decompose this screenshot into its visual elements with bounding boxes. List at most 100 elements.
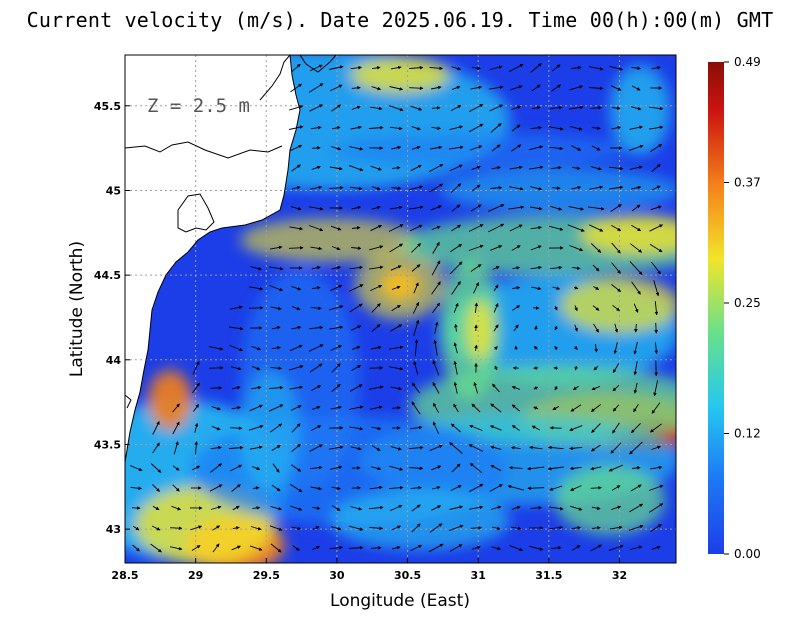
coastline [125, 55, 337, 463]
velocity-arrow [574, 365, 579, 371]
velocity-arrow [653, 380, 659, 397]
velocity-arrow [490, 185, 503, 190]
velocity-arrow [469, 462, 483, 474]
velocity-arrow [291, 526, 302, 531]
velocity-arrow [371, 426, 382, 431]
x-axis-label: Longitude (East) [330, 591, 470, 611]
velocity-arrow [590, 243, 602, 253]
velocity-arrow [291, 423, 301, 433]
velocity-arrow [589, 66, 604, 71]
velocity-arrow [351, 246, 362, 250]
velocity-arrow [530, 506, 543, 510]
velocity-arrow [269, 266, 284, 271]
x-tick-label: 30 [329, 569, 345, 582]
velocity-arrow [611, 225, 622, 231]
velocity-arrow [350, 186, 363, 191]
velocity-arrow [570, 404, 582, 412]
velocity-arrow [591, 126, 601, 130]
land-mass [125, 55, 300, 462]
velocity-arrow [251, 385, 262, 390]
velocity-arrow [331, 486, 341, 491]
velocity-arrow [651, 65, 661, 70]
velocity-arrow [631, 85, 641, 91]
velocity-arrow [349, 525, 364, 531]
velocity-arrow [451, 463, 461, 473]
velocity-arrow [370, 546, 382, 550]
velocity-arrow [629, 261, 643, 276]
velocity-arrow [311, 165, 321, 170]
velocity-arrow [349, 146, 364, 151]
velocity-arrow [493, 346, 498, 350]
velocity-arrow [329, 325, 344, 330]
velocity-arrow [509, 85, 523, 91]
velocity-arrow [271, 445, 281, 451]
velocity-arrow [549, 525, 563, 530]
velocity-arrow [369, 125, 384, 130]
velocity-arrow [411, 145, 421, 150]
velocity-arrow [130, 486, 142, 491]
velocity-arrow [432, 381, 440, 394]
velocity-arrow [449, 125, 463, 131]
velocity-arrow [209, 346, 224, 351]
velocity-arrow [350, 506, 363, 511]
velocity-arrow [210, 463, 223, 473]
velocity-arrow [470, 145, 483, 151]
velocity-arrow [453, 302, 459, 313]
velocity-arrow [611, 485, 621, 491]
velocity-arrow [428, 543, 444, 553]
velocity-arrow [231, 386, 241, 390]
velocity-arrow [430, 145, 443, 150]
speed-blob-18 [560, 277, 676, 333]
velocity-arrow [409, 185, 424, 191]
velocity-arrow [490, 123, 502, 133]
velocity-arrow [608, 464, 623, 472]
velocity-arrow [289, 105, 304, 111]
velocity-arrow [371, 186, 381, 191]
velocity-arrow [612, 384, 620, 392]
velocity-arrow [633, 403, 639, 413]
velocity-arrow [471, 165, 481, 171]
velocity-arrow [152, 505, 160, 511]
velocity-arrow [390, 65, 402, 70]
velocity-arrow [450, 485, 462, 491]
velocity-arrow [554, 325, 559, 331]
velocity-arrow [429, 183, 444, 193]
velocity-arrow [330, 405, 342, 410]
speed-blob-23 [555, 465, 665, 535]
velocity-arrow [548, 225, 564, 231]
velocity-arrow [270, 366, 283, 370]
velocity-arrow [547, 445, 564, 450]
colorbar [708, 62, 724, 554]
velocity-arrow [569, 85, 584, 91]
velocity-arrow [271, 325, 281, 330]
velocity-arrow [270, 423, 283, 433]
velocity-arrow [309, 363, 323, 373]
velocity-arrow [573, 285, 579, 290]
velocity-arrow [252, 466, 261, 471]
x-tick-label: 31.5 [535, 569, 562, 582]
velocity-arrow [249, 404, 263, 412]
velocity-arrow [152, 484, 160, 492]
velocity-arrow [571, 526, 582, 530]
velocity-arrow [449, 442, 463, 454]
velocity-arrow [231, 545, 241, 551]
velocity-arrow [152, 420, 160, 435]
velocity-arrow [252, 506, 261, 510]
velocity-arrow [453, 360, 458, 375]
velocity-arrow [551, 64, 561, 72]
velocity-arrow [172, 465, 180, 471]
velocity-arrow [471, 184, 481, 192]
velocity-arrow [170, 546, 183, 551]
speed-blob-1 [350, 57, 450, 93]
velocity-arrow [331, 246, 341, 251]
velocity-arrow [271, 484, 281, 492]
velocity-arrow [310, 425, 322, 431]
velocity-arrow [289, 385, 304, 390]
velocity-arrow [192, 360, 200, 375]
velocity-arrow [331, 104, 342, 112]
velocity-arrow [312, 546, 321, 550]
speed-blob-24 [330, 490, 510, 550]
velocity-arrow [509, 224, 523, 232]
velocity-arrow [170, 526, 183, 530]
velocity-arrow [531, 286, 542, 291]
